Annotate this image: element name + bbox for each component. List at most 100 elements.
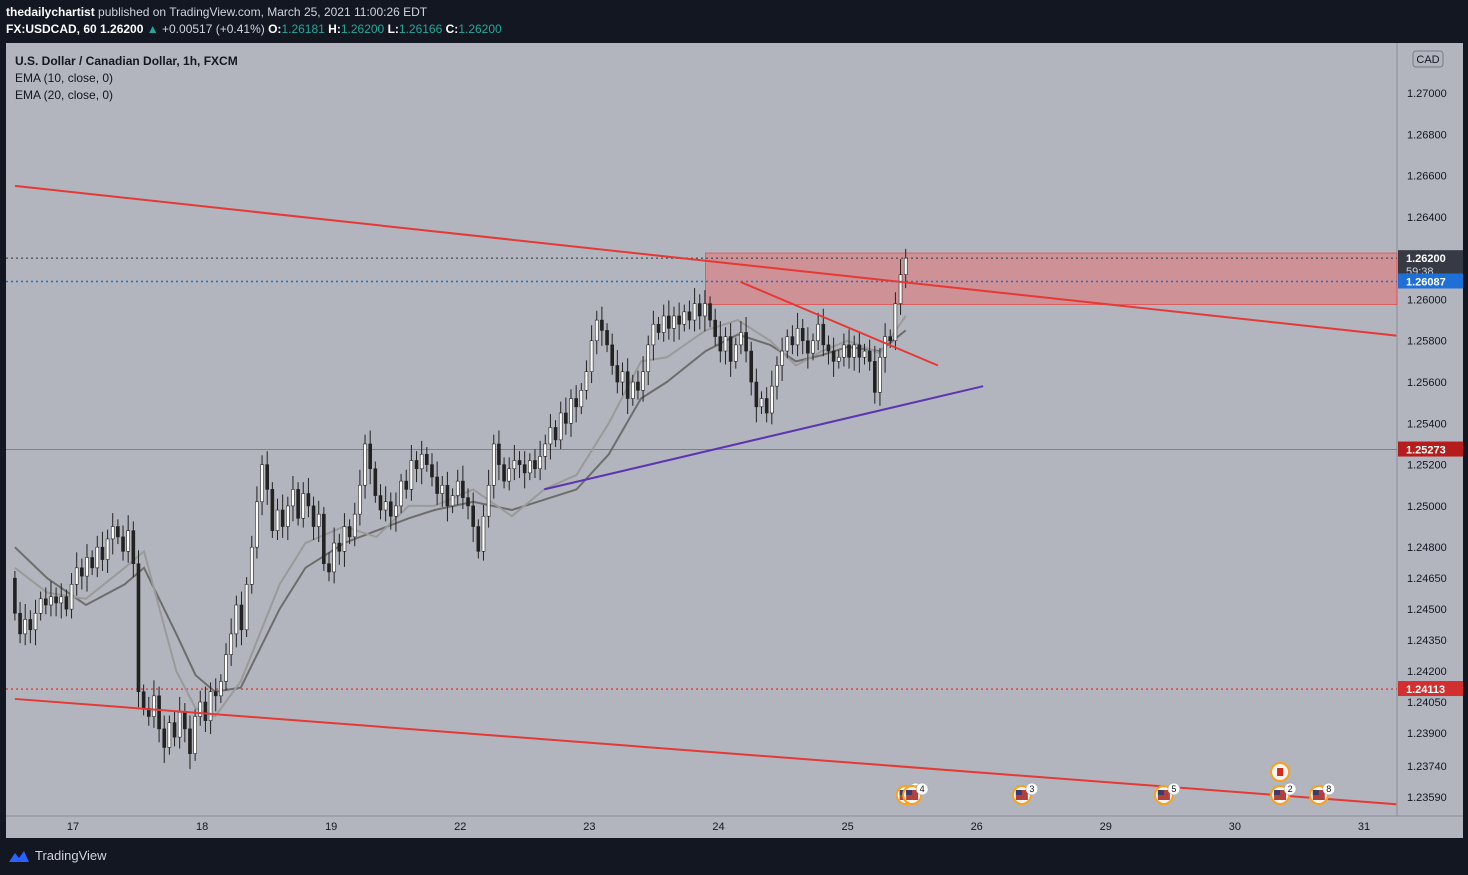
candle[interactable]: [352, 513, 357, 538]
candle[interactable]: [692, 303, 697, 321]
candle[interactable]: [193, 716, 197, 754]
candle[interactable]: [172, 722, 177, 738]
author-name[interactable]: thedailychartist: [6, 5, 95, 19]
candle[interactable]: [507, 468, 512, 482]
candle[interactable]: [414, 460, 419, 470]
candle[interactable]: [842, 344, 846, 358]
candle[interactable]: [43, 598, 48, 606]
candle[interactable]: [347, 526, 352, 538]
candle[interactable]: [728, 336, 733, 362]
candle[interactable]: [244, 584, 249, 631]
candle[interactable]: [249, 546, 254, 585]
candle[interactable]: [770, 385, 774, 414]
candle[interactable]: [301, 493, 306, 519]
candle[interactable]: [564, 412, 568, 424]
candle[interactable]: [213, 691, 218, 697]
candle[interactable]: [878, 356, 882, 393]
currency-badge[interactable]: CAD: [1412, 50, 1444, 68]
candle[interactable]: [296, 489, 300, 519]
candle[interactable]: [327, 563, 331, 573]
candle[interactable]: [80, 567, 84, 577]
candle[interactable]: [584, 371, 589, 391]
candle[interactable]: [208, 691, 213, 721]
candle[interactable]: [23, 619, 28, 635]
candle[interactable]: [229, 633, 233, 655]
candle[interactable]: [110, 526, 115, 540]
candle[interactable]: [898, 274, 903, 304]
candle[interactable]: [471, 505, 475, 527]
candle[interactable]: [126, 530, 130, 552]
candle[interactable]: [867, 350, 872, 362]
candle[interactable]: [306, 493, 311, 507]
price-axis-panel[interactable]: [1397, 43, 1463, 838]
legend-ema20[interactable]: EMA (20, close, 0): [15, 88, 114, 102]
candle[interactable]: [620, 371, 625, 383]
candle[interactable]: [646, 344, 651, 373]
candle[interactable]: [461, 480, 465, 498]
candle[interactable]: [821, 323, 826, 346]
candle[interactable]: [806, 340, 810, 354]
candle[interactable]: [203, 701, 208, 721]
candle[interactable]: [857, 344, 862, 358]
candle[interactable]: [404, 480, 409, 490]
candle[interactable]: [152, 695, 156, 717]
candle[interactable]: [85, 557, 89, 577]
candle[interactable]: [687, 311, 692, 321]
candle[interactable]: [538, 456, 542, 470]
legend-ema10[interactable]: EMA (10, close, 0): [15, 71, 114, 85]
candle[interactable]: [131, 530, 136, 565]
candle[interactable]: [291, 489, 295, 507]
candle[interactable]: [450, 495, 455, 507]
candle[interactable]: [311, 505, 316, 527]
candle[interactable]: [533, 460, 537, 470]
candle[interactable]: [116, 526, 120, 538]
candle[interactable]: [903, 257, 908, 275]
candle[interactable]: [419, 453, 424, 470]
candle[interactable]: [558, 412, 563, 441]
candle[interactable]: [198, 701, 203, 717]
candle[interactable]: [677, 315, 681, 325]
candle[interactable]: [852, 344, 857, 358]
candle[interactable]: [105, 538, 110, 560]
candle[interactable]: [528, 460, 532, 474]
candle[interactable]: [183, 712, 187, 730]
candle[interactable]: [275, 509, 280, 531]
candle[interactable]: [883, 336, 887, 358]
candle[interactable]: [322, 513, 326, 565]
candle[interactable]: [847, 344, 851, 358]
candle[interactable]: [703, 303, 707, 317]
candle[interactable]: [512, 460, 517, 470]
candle[interactable]: [893, 303, 898, 342]
candle[interactable]: [425, 453, 429, 465]
candle[interactable]: [826, 344, 831, 352]
economic-event-marker[interactable]: 8: [1308, 782, 1336, 805]
candle[interactable]: [270, 489, 275, 531]
candle[interactable]: [33, 612, 38, 631]
economic-event-marker[interactable]: 5: [1153, 782, 1181, 805]
candle[interactable]: [605, 330, 609, 346]
trendline-2[interactable]: [740, 280, 939, 367]
economic-event-marker[interactable]: 3: [1011, 782, 1039, 805]
candle[interactable]: [49, 596, 53, 606]
candle[interactable]: [486, 484, 491, 517]
symbol-label[interactable]: FX:USDCAD, 60: [6, 22, 97, 36]
candle[interactable]: [54, 596, 58, 604]
price-badge[interactable]: 1.24113: [1398, 681, 1463, 697]
candle[interactable]: [466, 497, 470, 507]
candle[interactable]: [18, 612, 22, 635]
candle[interactable]: [615, 365, 620, 383]
candle[interactable]: [95, 546, 100, 569]
candle[interactable]: [888, 336, 893, 342]
candle[interactable]: [239, 604, 244, 631]
chart-area[interactable]: 1.27000 1.26800 1.26600 1.26400 1.26000 1.258…: [6, 43, 1463, 838]
candle[interactable]: [800, 328, 805, 342]
candle[interactable]: [795, 328, 800, 346]
candle[interactable]: [455, 480, 460, 496]
candle[interactable]: [610, 344, 614, 366]
candle[interactable]: [764, 398, 769, 414]
economic-event-marker[interactable]: 4: [902, 782, 929, 805]
candle[interactable]: [625, 371, 630, 399]
candle[interactable]: [286, 505, 290, 527]
candle[interactable]: [363, 443, 367, 486]
candle[interactable]: [409, 460, 414, 490]
